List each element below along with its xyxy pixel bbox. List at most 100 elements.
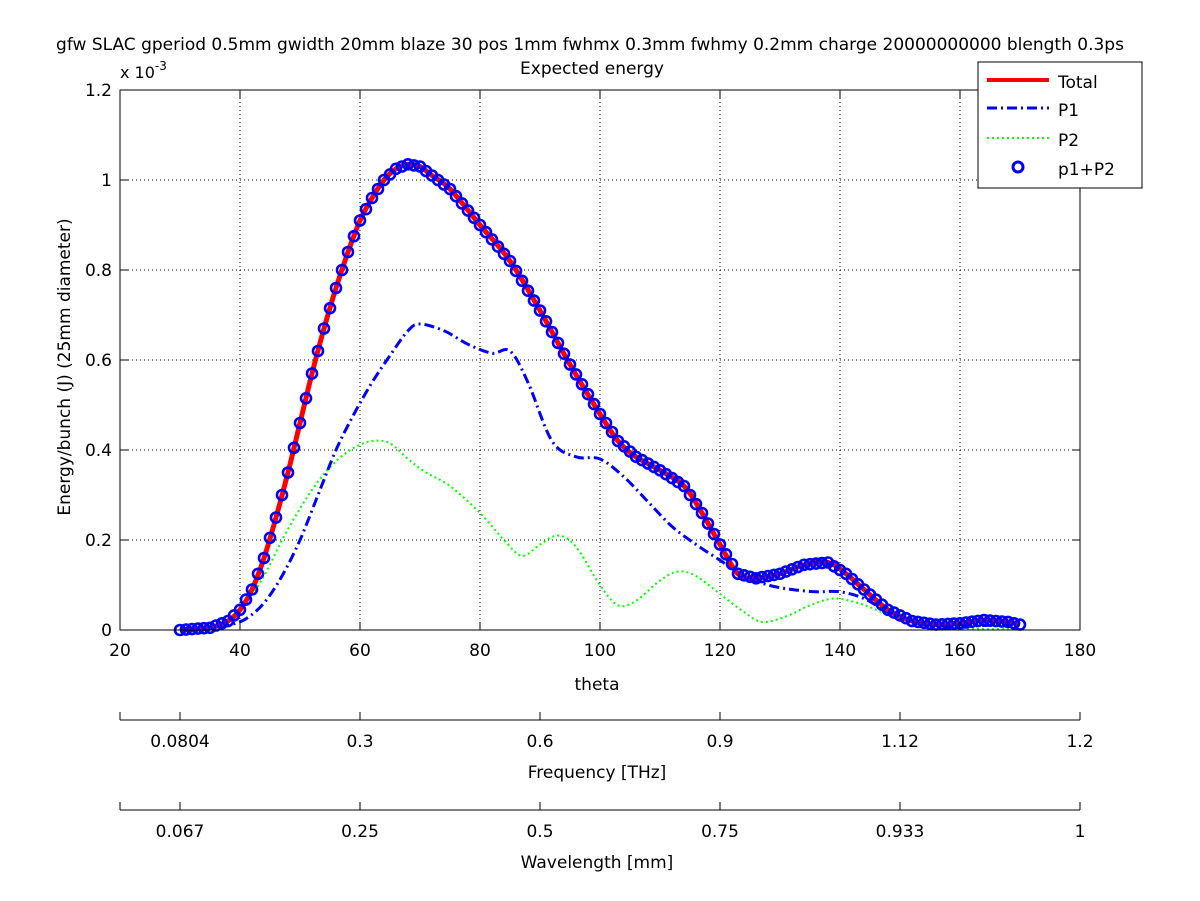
series-point-p1p2 bbox=[971, 614, 985, 628]
series-point-p1p2 bbox=[449, 189, 463, 203]
series-point-p1p2 bbox=[689, 497, 703, 511]
series-point-p1p2 bbox=[677, 479, 691, 493]
series-point-p1p2 bbox=[575, 377, 589, 391]
svg-text:x 10-3: x 10-3 bbox=[120, 59, 167, 82]
series-point-p1p2 bbox=[311, 344, 325, 358]
series-point-p1p2 bbox=[905, 614, 919, 628]
wavelength-axis: 0.067 0.25 0.5 0.75 0.933 1 bbox=[119, 802, 1085, 842]
series-point-p1p2 bbox=[491, 240, 505, 253]
y-axis-ticks: 0 0.2 0.4 0.6 0.8 1 1.2 bbox=[85, 81, 1080, 641]
series-point-p1p2 bbox=[281, 466, 295, 479]
y-tick-label: 0 bbox=[101, 621, 112, 641]
series-point-p1p2 bbox=[923, 617, 937, 631]
series-point-p1p2 bbox=[329, 281, 343, 295]
series-point-p1p2 bbox=[899, 611, 913, 625]
secondary-axis-tick-label: 0.25 bbox=[341, 822, 379, 842]
series-point-p1p2 bbox=[335, 263, 349, 277]
frequency-axis-label: Frequency [THz] bbox=[528, 763, 667, 783]
series-point-p1p2 bbox=[803, 557, 817, 571]
series-point-p1p2 bbox=[1007, 616, 1021, 630]
series-point-p1p2 bbox=[191, 622, 205, 635]
series-point-p1p2 bbox=[467, 211, 481, 225]
x-tick-label: 80 bbox=[469, 641, 491, 661]
series-point-p1p2 bbox=[713, 538, 727, 551]
secondary-axis-tick-label: 1.2 bbox=[1066, 732, 1093, 752]
x-tick-label: 120 bbox=[704, 641, 736, 661]
series-point-p1p2 bbox=[443, 182, 457, 196]
series-point-p1p2 bbox=[533, 304, 547, 317]
y-tick-label: 0.2 bbox=[85, 531, 112, 551]
series-point-p1p2 bbox=[761, 569, 775, 583]
series-point-p1p2 bbox=[737, 568, 751, 582]
series-point-p1p2 bbox=[767, 568, 781, 582]
secondary-axis-tick-label: 0.067 bbox=[156, 822, 205, 842]
legend-box bbox=[977, 61, 1143, 189]
x-tick-label: 60 bbox=[349, 641, 371, 661]
series-point-p1p2 bbox=[473, 218, 487, 232]
series-point-p1p2 bbox=[743, 570, 757, 584]
series-point-p1p2 bbox=[791, 560, 805, 574]
legend-label-p1p2: p1+P2 bbox=[1058, 160, 1115, 180]
series-point-p1p2 bbox=[359, 202, 373, 216]
series-point-p1p2 bbox=[287, 441, 301, 455]
series-point-p1p2 bbox=[503, 254, 517, 268]
series-point-p1p2 bbox=[707, 527, 721, 541]
series-line-p2 bbox=[179, 439, 1021, 631]
series-point-p1p2 bbox=[521, 284, 535, 298]
series-point-p1p2 bbox=[515, 274, 529, 288]
y-axis-label: Energy/bunch (J) (25mm diameter) bbox=[55, 218, 75, 515]
series-point-p1p2 bbox=[917, 616, 931, 630]
series-point-p1p2 bbox=[251, 567, 265, 581]
series-point-p1p2 bbox=[725, 557, 739, 571]
series-point-p1p2 bbox=[809, 557, 823, 570]
series-point-p1p2 bbox=[959, 616, 973, 629]
series-point-p1p2 bbox=[701, 517, 715, 530]
plot-area bbox=[173, 158, 1027, 637]
series-point-p1p2 bbox=[215, 616, 229, 630]
legend: Total P1 P2 p1+P2 bbox=[977, 61, 1143, 189]
x-tick-label: 40 bbox=[229, 641, 251, 661]
series-point-p1p2 bbox=[593, 407, 607, 421]
series-point-p1p2 bbox=[587, 397, 601, 411]
series-point-p1p2 bbox=[197, 621, 211, 635]
series-point-p1p2 bbox=[527, 294, 541, 307]
x-tick-label: 100 bbox=[584, 641, 616, 661]
series-point-p1p2 bbox=[461, 204, 475, 217]
series-point-p1p2 bbox=[323, 301, 337, 315]
wavelength-axis-label: Wavelength [mm] bbox=[521, 853, 674, 873]
y-tick-label: 0.4 bbox=[85, 441, 112, 461]
series-point-p1p2 bbox=[269, 511, 283, 524]
series-point-p1p2 bbox=[455, 197, 469, 210]
series-point-p1p2 bbox=[965, 615, 979, 629]
series-point-p1p2 bbox=[581, 387, 595, 401]
series-point-p1p2 bbox=[305, 367, 319, 380]
series-point-p1p2 bbox=[569, 368, 583, 381]
series-point-p1p2 bbox=[497, 247, 511, 261]
chart-subtitle: Expected energy bbox=[520, 59, 664, 79]
series-point-p1p2 bbox=[395, 160, 409, 173]
series-point-p1p2 bbox=[245, 583, 259, 596]
series-point-p1p2 bbox=[695, 506, 709, 520]
series-point-p1p2 bbox=[401, 158, 415, 171]
series-point-p1p2 bbox=[887, 606, 901, 619]
series-point-p1p2 bbox=[353, 214, 367, 227]
series-point-p1p2 bbox=[977, 613, 991, 627]
series-point-p1p2 bbox=[293, 416, 307, 430]
secondary-axis-tick-label: 0.5 bbox=[526, 822, 553, 842]
y-tick-label: 1 bbox=[101, 171, 112, 191]
legend-label-p1: P1 bbox=[1058, 101, 1079, 121]
series-point-p1p2 bbox=[815, 556, 829, 570]
x-axis-ticks: 20 40 60 80 100 120 140 160 180 bbox=[109, 90, 1096, 661]
secondary-axis-tick-label: 0.3 bbox=[346, 732, 373, 752]
secondary-axis-tick-label: 0.9 bbox=[706, 732, 733, 752]
series-point-p1p2 bbox=[605, 425, 619, 439]
chart-title: gfw SLAC gperiod 0.5mm gwidth 20mm blaze… bbox=[56, 35, 1124, 55]
series-point-p1p2 bbox=[233, 603, 247, 617]
x-tick-label: 140 bbox=[824, 641, 856, 661]
series-point-p1p2 bbox=[479, 225, 493, 239]
series-point-p1p2 bbox=[275, 488, 289, 502]
x-tick-label: 20 bbox=[109, 641, 131, 661]
series-point-p1p2 bbox=[317, 322, 331, 335]
legend-label-total: Total bbox=[1057, 73, 1098, 93]
